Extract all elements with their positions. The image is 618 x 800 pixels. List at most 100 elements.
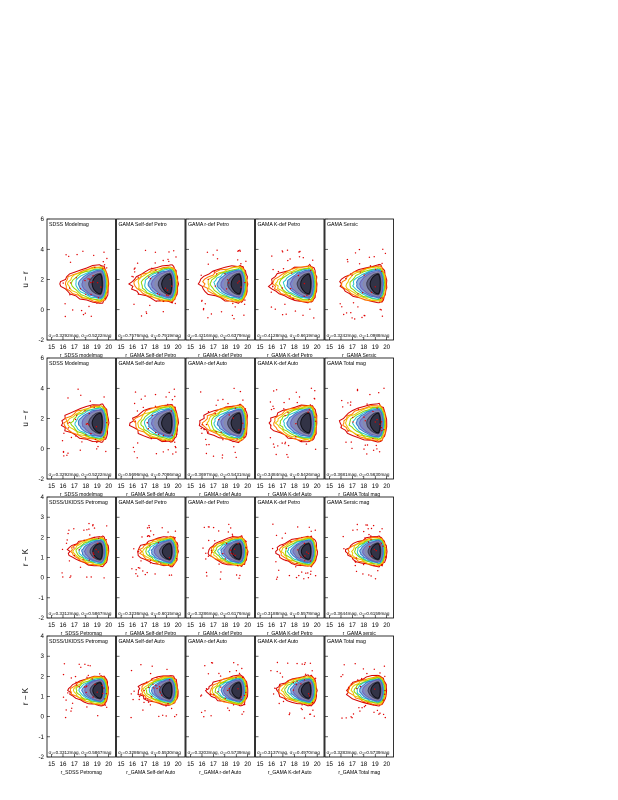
x-tick-label: 20	[314, 344, 321, 351]
outlier-point	[174, 395, 176, 398]
density-contours	[130, 664, 179, 719]
outlier-point	[368, 545, 371, 548]
outlier-point	[69, 282, 72, 284]
outlier-point	[282, 544, 284, 547]
outlier-point	[343, 313, 345, 316]
x-tick-label: 20	[244, 622, 251, 629]
contour-level	[161, 273, 173, 295]
outlier-point	[65, 709, 67, 711]
outlier-point	[201, 424, 203, 426]
outlier-point	[241, 667, 243, 670]
outlier-point	[341, 306, 343, 308]
outlier-point	[65, 254, 67, 256]
x-tick-label: 15	[326, 344, 333, 351]
outlier-point	[207, 431, 210, 433]
outlier-point	[143, 701, 145, 704]
outlier-point	[93, 536, 96, 539]
outlier-point	[202, 547, 204, 549]
y-tick-label: 0	[41, 446, 45, 453]
outlier-point	[232, 302, 234, 305]
outlier-point	[175, 714, 178, 716]
x-axis-label: r_SDSS modelmag	[60, 492, 103, 498]
outlier-point	[287, 259, 289, 262]
outlier-point	[361, 677, 363, 680]
y-axis-label: r − K	[21, 548, 30, 566]
outlier-point	[245, 691, 247, 694]
outlier-point	[149, 304, 151, 307]
outlier-point	[82, 559, 84, 561]
outlier-point	[295, 436, 297, 438]
outlier-point	[291, 272, 293, 274]
outlier-point	[131, 275, 133, 278]
outlier-point	[154, 262, 156, 264]
panel-title: GAMA K-def Auto	[258, 639, 299, 645]
outlier-point	[148, 526, 150, 529]
outlier-point	[62, 282, 64, 284]
contour-level	[140, 406, 177, 440]
x-tick-label: 20	[175, 483, 182, 490]
x-tick-label: 19	[163, 483, 170, 490]
contour-level	[210, 537, 247, 566]
outlier-point	[203, 716, 205, 718]
x-axis-label: r_GAMA Sersic	[342, 353, 377, 359]
outlier-point	[363, 448, 365, 450]
outlier-point	[345, 441, 347, 443]
y-tick-label: 4	[41, 246, 45, 253]
outlier-point	[311, 701, 314, 704]
outlier-point	[106, 422, 108, 424]
outlier-point	[97, 445, 99, 448]
outlier-point	[92, 281, 94, 283]
outlier-point	[306, 551, 308, 553]
x-tick-label: 18	[82, 622, 89, 629]
outlier-point	[287, 662, 289, 664]
x-tick-label: 17	[140, 483, 147, 490]
outlier-point	[361, 292, 364, 294]
outlier-point	[217, 691, 219, 693]
outlier-point	[277, 689, 280, 691]
outlier-point	[235, 456, 237, 459]
outlier-point	[86, 676, 88, 678]
outlier-point	[361, 316, 363, 319]
outlier-point	[339, 303, 341, 305]
outlier-point	[167, 564, 170, 566]
contour-level	[280, 537, 317, 566]
outlier-point	[145, 681, 148, 683]
outlier-point	[294, 310, 297, 312]
outlier-point	[162, 434, 165, 437]
outlier-point	[376, 407, 378, 409]
outlier-point	[149, 277, 152, 280]
outlier-point	[230, 549, 232, 551]
density-contours	[59, 250, 110, 318]
outlier-point	[271, 282, 274, 284]
outlier-point	[302, 314, 304, 316]
outlier-point	[376, 709, 379, 712]
density-contours	[339, 248, 388, 320]
outlier-point	[314, 390, 316, 392]
outlier-point	[205, 571, 208, 574]
outlier-point	[133, 690, 135, 692]
x-tick-label: 17	[71, 483, 78, 490]
outlier-point	[383, 428, 385, 431]
outlier-point	[289, 287, 292, 290]
outlier-point	[300, 440, 303, 442]
x-tick-label: 18	[152, 761, 159, 768]
outlier-point	[158, 715, 160, 718]
outlier-point	[373, 564, 375, 567]
outlier-point	[240, 263, 242, 265]
outlier-point	[381, 429, 383, 432]
outlier-point	[345, 277, 347, 280]
panel-title: GAMA K-def Auto	[258, 361, 299, 367]
outlier-point	[270, 306, 273, 308]
outlier-point	[218, 672, 220, 675]
outlier-point	[350, 312, 352, 314]
outlier-point	[384, 689, 386, 692]
outlier-point	[150, 530, 152, 532]
outlier-point	[296, 562, 298, 564]
outlier-point	[228, 709, 230, 712]
contour-level	[217, 538, 246, 564]
x-tick-label: 19	[372, 344, 379, 351]
outlier-point	[240, 535, 243, 537]
outlier-point	[295, 566, 297, 568]
outlier-point	[134, 391, 137, 393]
panel-title: SDSS Modelmag	[49, 361, 89, 367]
